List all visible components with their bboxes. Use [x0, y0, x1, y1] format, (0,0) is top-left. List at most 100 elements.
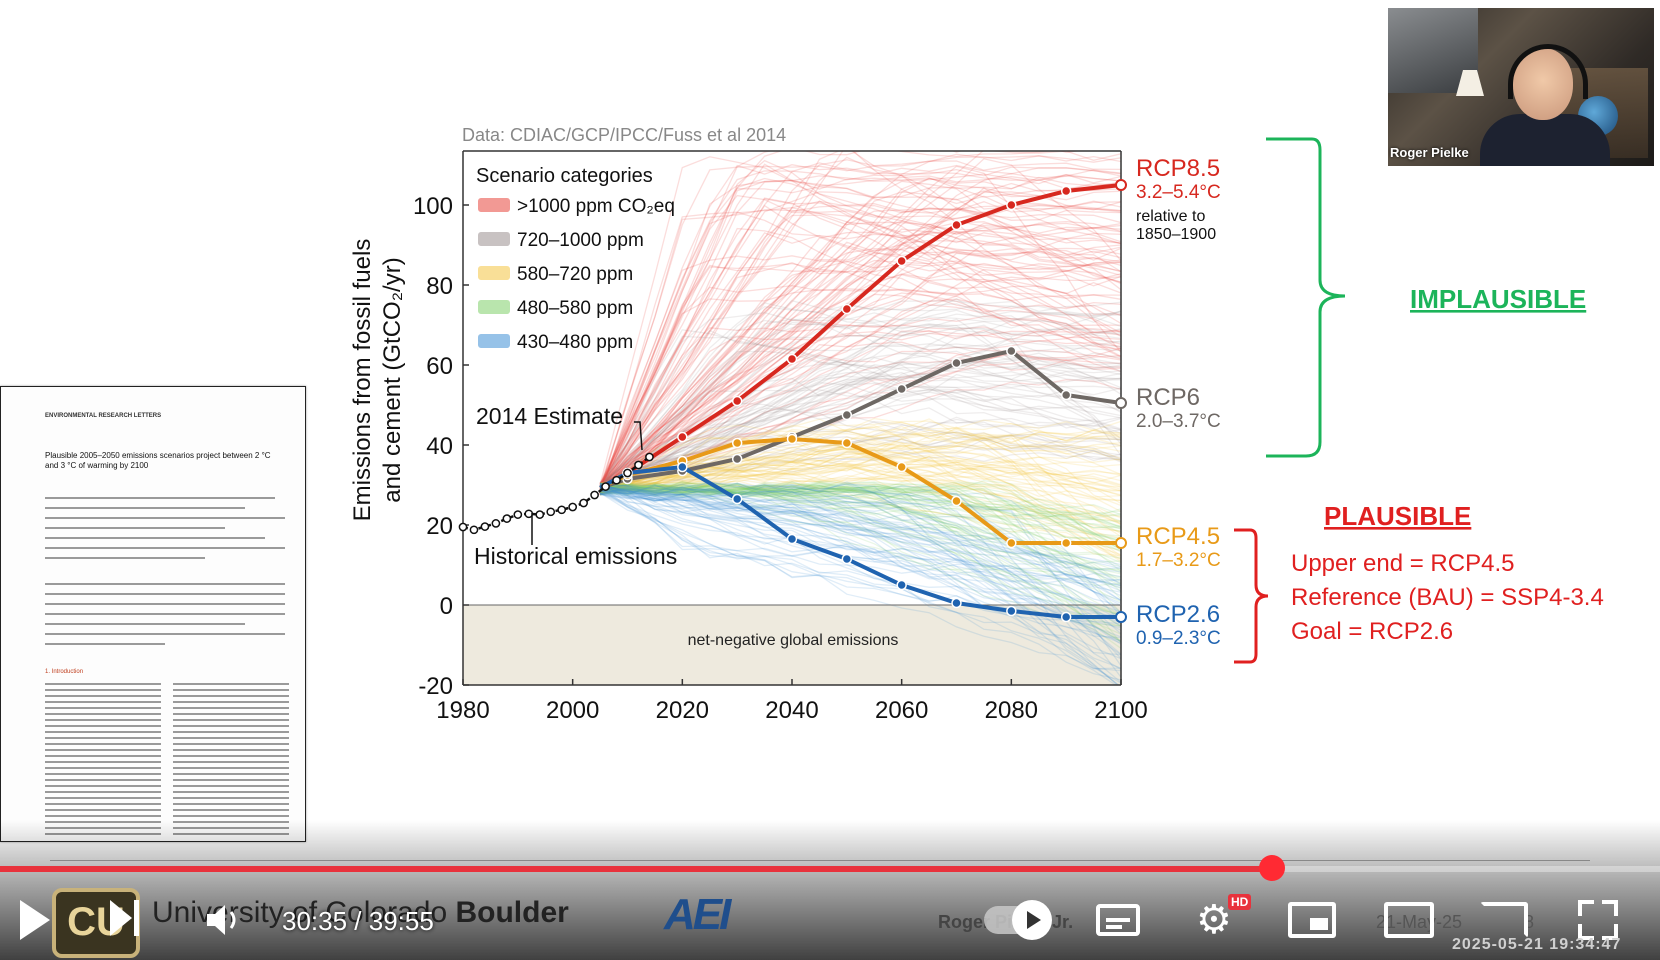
scenario-bundle-line: [600, 485, 1121, 589]
series-point: [786, 533, 798, 545]
plausible-brace: [1234, 528, 1269, 664]
scenario-bundle-line: [600, 489, 1121, 604]
scenario-bundle-line: [599, 200, 1121, 486]
scenario-bundle-line: [600, 483, 1121, 615]
scenario-bundle-line: [599, 482, 1121, 564]
annotation-net-negative: net-negative global emissions: [688, 632, 899, 649]
scenario-bundle-line: [599, 197, 1121, 491]
scenario-bundle-line: [599, 482, 1121, 607]
scenario-bundle-line: [600, 483, 1121, 600]
scenario-bundle-line: [600, 490, 1121, 566]
university-name-regular: University of Colorado: [152, 896, 456, 929]
scenario-bundle-line: [599, 176, 1121, 488]
fullscreen-button[interactable]: [1578, 900, 1618, 940]
paper-text-line: [173, 785, 289, 787]
scenario-bundle-line: [599, 165, 1121, 484]
miniplayer-button[interactable]: [1288, 902, 1336, 938]
scenario-bundle-line: [600, 487, 1121, 589]
paper-text-line: [45, 785, 161, 787]
y-tick-label: 80: [426, 273, 453, 300]
implausible-brace: [1266, 137, 1346, 458]
scenario-bundle-line: [599, 489, 1121, 656]
scenario-bundle-line: [600, 352, 1121, 485]
scenario-bundle-line: [599, 484, 1121, 684]
scenario-bundle-line: [600, 485, 1121, 551]
paper-title: Plausible 2005–2050 emissions scenarios …: [45, 451, 271, 470]
rcp-endpoint: [1115, 179, 1127, 191]
x-tick-label: 2040: [765, 697, 818, 724]
scenario-bundle-line: [600, 485, 1121, 627]
scenario-bundle-line: [599, 431, 1121, 495]
scenario-bundle-line: [599, 407, 1121, 493]
historical-point: [491, 519, 501, 528]
paper-text-line: [45, 517, 285, 519]
scenario-bundle-line: [599, 223, 1121, 485]
paper-text-line: [173, 695, 289, 697]
scenario-bundle-line: [599, 429, 1121, 492]
scenario-bundle-line: [599, 221, 1121, 492]
scenario-bundle-line: [600, 490, 1121, 578]
theater-mode-button[interactable]: [1384, 902, 1434, 938]
scenario-bundle-line: [599, 206, 1121, 486]
relative-note-line1: relative to: [1136, 208, 1205, 225]
scenario-bundle-line: [599, 201, 1121, 490]
rcp-name-label: RCP2.6: [1136, 601, 1220, 628]
scenario-bundle-line: [600, 455, 1121, 557]
series-point: [1060, 611, 1072, 623]
scenario-bundle-line: [599, 151, 1081, 489]
scenario-bundle-line: [599, 442, 1121, 492]
paper-text-line: [45, 643, 165, 645]
scenario-bundle-line: [599, 177, 1121, 496]
subtitles-button[interactable]: [1096, 904, 1140, 936]
scenario-bundle-line: [599, 484, 1121, 622]
rcp-name-label: RCP8.5: [1136, 155, 1220, 182]
scenario-bundle-line: [600, 433, 1121, 490]
plausible-upper-end: Upper end = RCP4.5: [1291, 550, 1514, 577]
scenario-bundle-line: [599, 260, 1121, 495]
scenario-bundle-line: [599, 262, 1121, 487]
paper-text-line: [45, 815, 161, 817]
scenario-bundle-line: [599, 315, 1121, 488]
scenario-bundle-line: [599, 194, 1121, 496]
scenario-bundle-line: [600, 437, 1121, 486]
scenario-bundle-line: [599, 376, 1121, 491]
scenario-bundle-line: [599, 237, 1121, 487]
scenario-bundle-line: [599, 262, 1121, 495]
scenario-bundle-line: [599, 481, 1121, 523]
historical-point: [568, 502, 578, 512]
paper-text-line: [45, 593, 285, 595]
historical-point: [480, 522, 490, 531]
play-button[interactable]: [20, 900, 50, 940]
progress-scrubber[interactable]: [1259, 855, 1285, 881]
paper-text-line: [173, 755, 289, 757]
cast-button[interactable]: [1480, 902, 1528, 938]
series-point: [951, 495, 962, 507]
scenario-bundle-line: [599, 316, 1121, 486]
scenario-bundle-line: [599, 200, 1121, 489]
volume-icon[interactable]: [205, 902, 245, 938]
scenario-bundle-line: [599, 475, 1121, 498]
historical-point: [601, 482, 610, 491]
scenario-bundle-line: [599, 207, 1121, 490]
scenario-bundle-line: [599, 482, 1121, 659]
scenario-bundle-line: [599, 456, 1121, 494]
scenario-bundle-line: [599, 371, 1121, 495]
scenario-bundle-line: [599, 164, 1121, 496]
paper-text-line: [45, 749, 161, 751]
scenario-bundle-line: [600, 463, 1121, 485]
annotation-historical: Historical emissions: [474, 543, 677, 569]
scenario-bundle-line: [600, 469, 1121, 502]
paper-text-line: [45, 779, 161, 781]
x-tick-label: 2080: [985, 697, 1038, 724]
paper-text-line: [173, 719, 289, 721]
paper-text-line: [45, 737, 161, 739]
scenario-bundle-line: [599, 329, 1121, 496]
scenario-bundle-line: [599, 329, 1121, 490]
scenario-bundle-line: [599, 180, 1121, 494]
implausible-label: IMPLAUSIBLE: [1410, 284, 1586, 314]
scenario-bundle-line: [599, 484, 1121, 553]
paper-text-line: [45, 725, 161, 727]
settings-gear-icon[interactable]: ⚙: [1196, 898, 1232, 942]
scenario-bundle-line: [599, 313, 1121, 494]
scenario-bundle-line: [599, 377, 1121, 487]
